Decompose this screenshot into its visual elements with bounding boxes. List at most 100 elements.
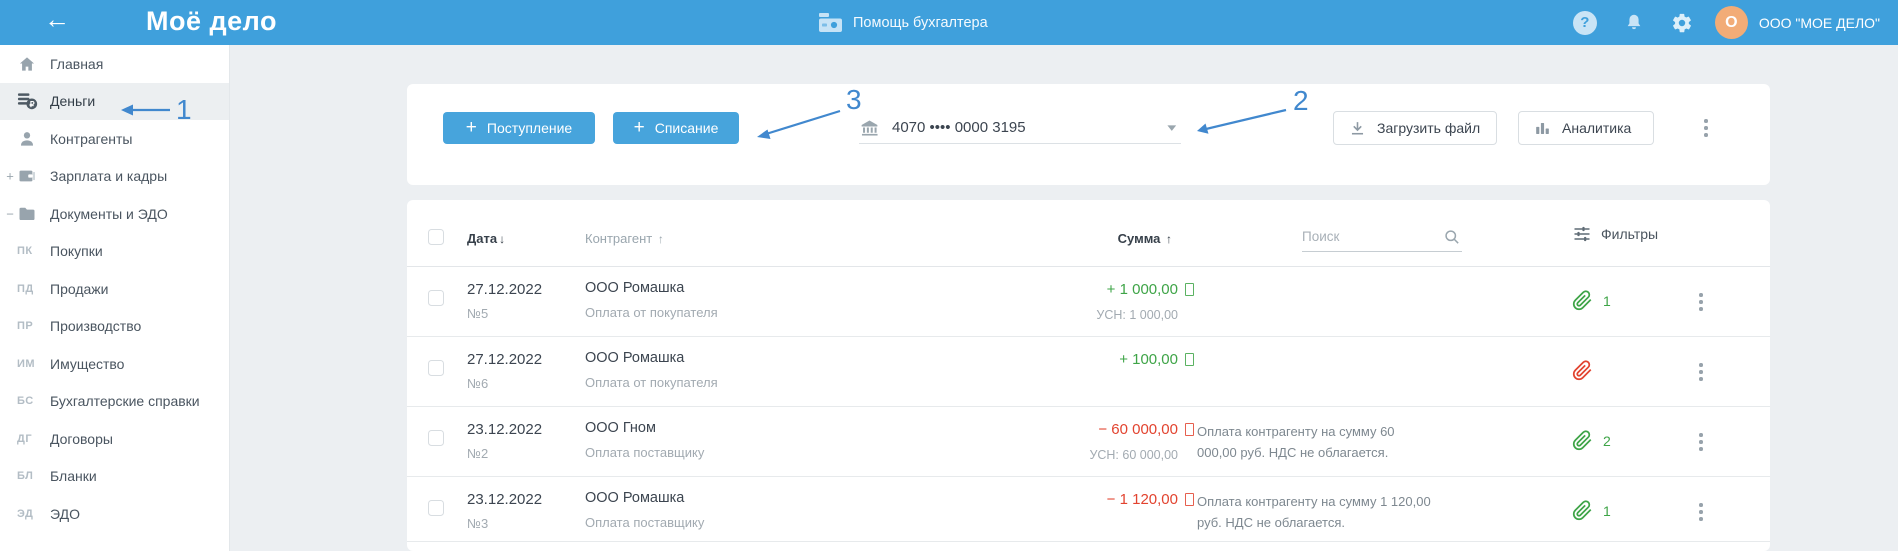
- table-header: Дата ↓ Контрагент ↑ Сумма ↑: [407, 200, 1770, 267]
- column-date[interactable]: Дата ↓: [467, 231, 506, 246]
- sidebar-item-blanki[interactable]: БЛ Бланки: [0, 458, 229, 496]
- accountant-help-label: Помощь бухгалтера: [853, 14, 988, 31]
- row-date: 27.12.2022: [467, 281, 543, 298]
- sidebar-item-spravki[interactable]: БС Бухгалтерские справки: [0, 383, 229, 421]
- header-actions: ? O ООО "МОЕ ДЕЛО": [1572, 0, 1880, 45]
- help-icon[interactable]: ?: [1572, 10, 1597, 35]
- sidebar-item-zarplata[interactable]: + Зарплата и кадры: [0, 158, 229, 196]
- select-all-checkbox[interactable]: [428, 229, 444, 245]
- search-icon[interactable]: [1442, 227, 1462, 247]
- expense-button[interactable]: + Списание: [613, 112, 739, 144]
- sidebar-item-label: Зарплата и кадры: [50, 168, 168, 185]
- search-input[interactable]: [1302, 229, 1442, 244]
- row-number: №3: [467, 516, 489, 531]
- sidebar-item-label: Деньги: [50, 93, 96, 110]
- notifications-bell-icon[interactable]: [1623, 12, 1645, 34]
- row-operation: Оплата от покупателя: [585, 375, 718, 390]
- chevron-down-icon: ▾: [1167, 121, 1177, 134]
- row-date: 23.12.2022: [467, 491, 543, 508]
- cash-register-icon: [818, 12, 843, 33]
- row-more-menu[interactable]: [1690, 356, 1712, 388]
- sidebar-item-imushchestvo[interactable]: ИМ Имущество: [0, 345, 229, 383]
- filter-sliders-icon: [1572, 224, 1592, 244]
- sidebar-item-edo[interactable]: ЭД ЭДО: [0, 495, 229, 533]
- paperclip-icon[interactable]: [1572, 290, 1593, 311]
- analytics-label: Аналитика: [1562, 120, 1632, 136]
- row-number: №5: [467, 306, 489, 321]
- column-contragent[interactable]: Контрагент ↑: [585, 231, 664, 246]
- sidebar-item-label: ЭДО: [50, 505, 80, 522]
- toolbar-more-menu[interactable]: [1695, 112, 1717, 144]
- row-amount: − 1 120,00: [907, 491, 1194, 508]
- row-checkbox[interactable]: [428, 500, 444, 516]
- operations-table: Дата ↓ Контрагент ↑ Сумма ↑: [407, 200, 1770, 551]
- plus-icon: +: [633, 116, 645, 138]
- app-logo[interactable]: Моё дело: [146, 6, 277, 36]
- sidebar-item-dengi[interactable]: ₽ Деньги: [0, 82, 229, 120]
- expand-plus-icon[interactable]: +: [6, 168, 14, 184]
- row-amount: − 60 000,00: [907, 421, 1194, 438]
- ruble-sign-box: [1185, 493, 1194, 506]
- row-more-menu[interactable]: [1690, 496, 1712, 528]
- table-row[interactable]: 23.12.2022 №3 ООО Ромашка Оплата поставщ…: [407, 477, 1770, 542]
- back-arrow-icon[interactable]: ←: [44, 4, 70, 34]
- sidebar-item-label: Покупки: [50, 243, 103, 260]
- paperclip-icon[interactable]: [1572, 430, 1593, 451]
- row-more-menu[interactable]: [1690, 426, 1712, 458]
- income-button-label: Поступление: [486, 120, 573, 136]
- sidebar-item-label: Бланки: [50, 468, 97, 485]
- row-operation: Оплата от покупателя: [585, 305, 718, 320]
- row-contragent: ООО Гном: [585, 420, 656, 436]
- sidebar-item-proizvodstvo[interactable]: ПР Производство: [0, 308, 229, 346]
- analytics-button[interactable]: Аналитика: [1518, 111, 1654, 145]
- row-date: 27.12.2022: [467, 351, 543, 368]
- money-icon: ₽: [16, 90, 38, 112]
- accountant-help-link[interactable]: Помощь бухгалтера: [818, 0, 988, 45]
- ruble-sign-box: [1185, 353, 1194, 366]
- row-more-menu[interactable]: [1690, 286, 1712, 318]
- column-sum[interactable]: Сумма ↑: [1117, 231, 1172, 246]
- paperclip-icon[interactable]: [1572, 500, 1593, 521]
- sort-down-icon: ↓: [499, 232, 506, 246]
- sort-up-icon: ↑: [1166, 232, 1172, 246]
- income-button[interactable]: + Поступление: [443, 112, 595, 144]
- row-comment: Оплата контрагенту на сумму 1 120,00 руб…: [1197, 494, 1431, 530]
- sidebar-item-pokupki[interactable]: ПК Покупки: [0, 233, 229, 271]
- sidebar-item-label: Бухгалтерские справки: [50, 393, 200, 410]
- row-date: 23.12.2022: [467, 421, 543, 438]
- collapse-minus-icon[interactable]: −: [6, 206, 14, 222]
- sidebar-item-dogovory[interactable]: ДГ Договоры: [0, 420, 229, 458]
- sidebar-item-label: Главная: [50, 55, 104, 72]
- account-select[interactable]: 4070 •••• 0000 3195 ▾: [859, 111, 1181, 144]
- attachment-count: 2: [1603, 433, 1611, 449]
- sidebar-item-code: ИМ: [17, 357, 36, 370]
- row-checkbox[interactable]: [428, 430, 444, 446]
- ruble-sign-box: [1185, 423, 1194, 436]
- money-toolbar: + Поступление + Списание 4070 •••• 0000 …: [407, 84, 1770, 185]
- attachment-count: 1: [1603, 293, 1611, 309]
- sort-up-icon: ↑: [657, 232, 664, 246]
- organization-name[interactable]: ООО "МОЕ ДЕЛО": [1758, 14, 1880, 31]
- row-contragent: ООО Ромашка: [585, 490, 685, 506]
- settings-gear-icon[interactable]: [1671, 12, 1693, 34]
- person-icon: [16, 128, 38, 150]
- sidebar-item-prodazhi[interactable]: ПД Продажи: [0, 270, 229, 308]
- ruble-sign-box: [1185, 283, 1194, 296]
- sidebar-item-kontragenty[interactable]: Контрагенты: [0, 120, 229, 158]
- sidebar-item-code: ПР: [17, 320, 34, 333]
- row-checkbox[interactable]: [428, 290, 444, 306]
- sidebar-item-glavnaya[interactable]: Главная: [0, 45, 229, 83]
- row-checkbox[interactable]: [428, 360, 444, 376]
- table-row[interactable]: 27.12.2022 №6 ООО Ромашка Оплата от поку…: [407, 337, 1770, 407]
- upload-file-button[interactable]: Загрузить файл: [1333, 111, 1497, 145]
- table-row[interactable]: 27.12.2022 №5 ООО Ромашка Оплата от поку…: [407, 267, 1770, 337]
- table-row[interactable]: 23.12.2022 №2 ООО Гном Оплата поставщику…: [407, 407, 1770, 477]
- sidebar-item-dokumenty[interactable]: − Документы и ЭДО: [0, 195, 229, 233]
- paperclip-icon[interactable]: [1572, 360, 1593, 381]
- sidebar: Главная ₽ Деньги Контрагенты +: [0, 45, 230, 551]
- attachment-count: 1: [1603, 503, 1611, 519]
- filters-button[interactable]: Фильтры: [1572, 224, 1658, 244]
- avatar[interactable]: O: [1714, 6, 1748, 39]
- sidebar-item-label: Имущество: [50, 355, 125, 372]
